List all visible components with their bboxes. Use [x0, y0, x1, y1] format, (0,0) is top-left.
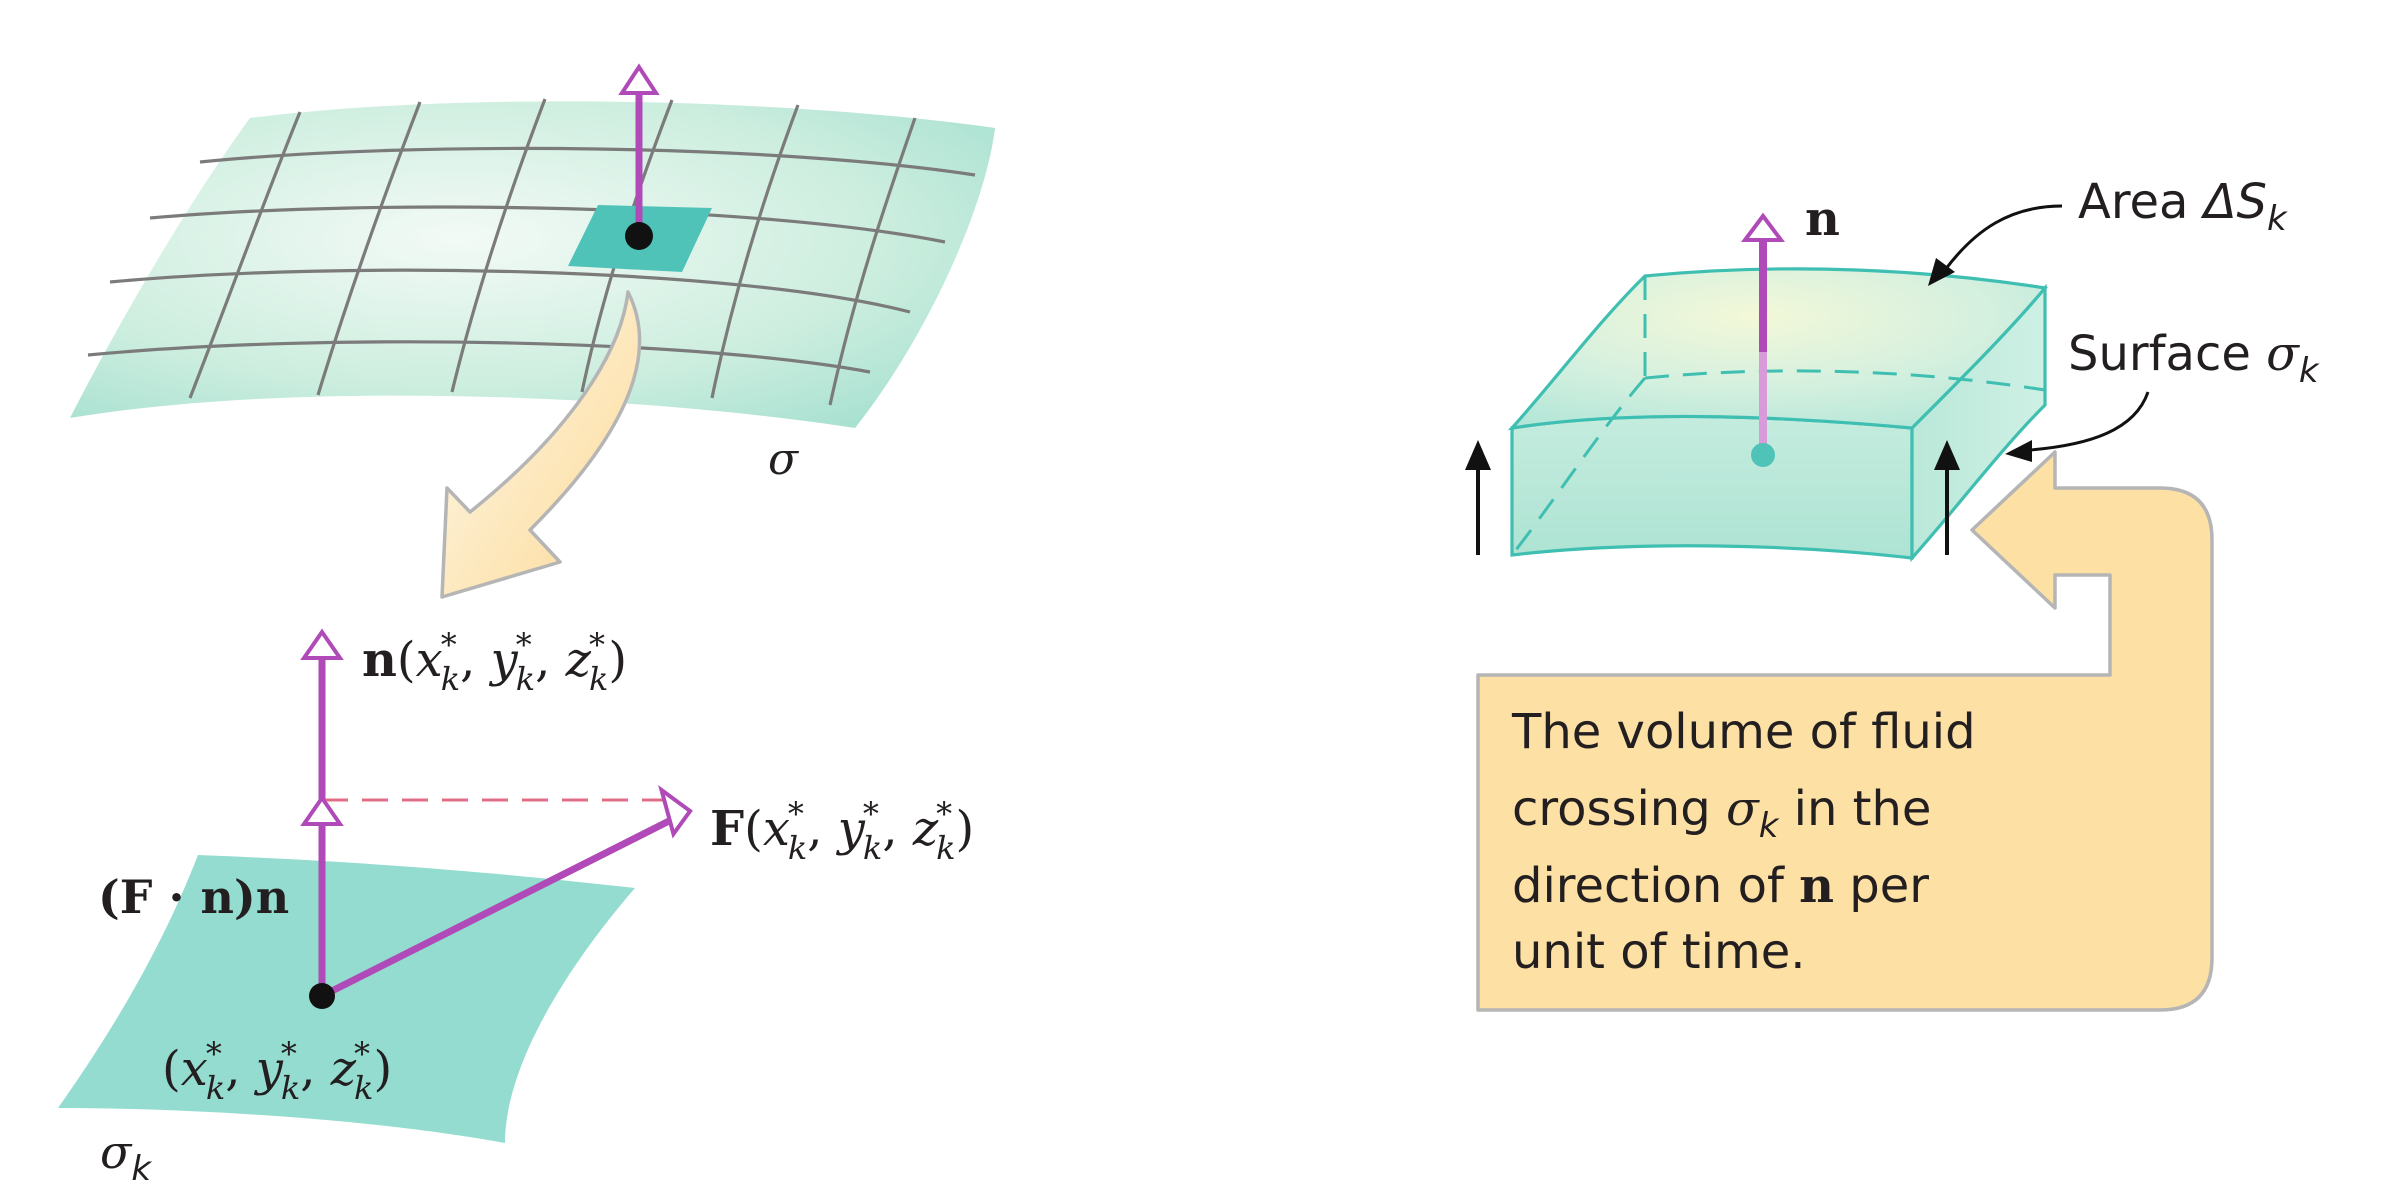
surface-point — [625, 222, 653, 250]
sample-point — [309, 983, 335, 1009]
surface-label: σ — [768, 434, 800, 485]
box-normal-arrowhead-icon — [1741, 212, 1785, 242]
volume-element-front — [1510, 414, 1914, 560]
surface-pointer — [2029, 391, 2150, 452]
normal-label: n(x* k, y* k, z* k) — [362, 626, 627, 698]
normal-vector-arrowhead-icon — [300, 628, 344, 660]
volume-element-top — [1507, 267, 2049, 431]
callout-text: The volume of fluid crossing σk in the d… — [1511, 704, 1976, 980]
force-vector-shaft — [320, 814, 677, 1000]
callout-line-1: The volume of fluid — [1511, 704, 1976, 760]
surface-sigma — [70, 101, 995, 429]
box-center-point — [1751, 443, 1775, 467]
area-pointer-arrowhead-icon — [1928, 258, 1955, 286]
force-vector-arrowhead-icon — [658, 784, 693, 839]
surface-normal-arrowhead-icon — [618, 63, 660, 95]
projection-arrowhead-icon — [300, 794, 344, 826]
callout-line-4: unit of time. — [1512, 924, 1805, 980]
box-normal-label: n — [1805, 191, 1840, 247]
surface-pointer-arrowhead-icon — [2005, 440, 2032, 462]
point-label: (x* k, y* k, z* k) — [162, 1035, 392, 1107]
force-label: F(x* k, y* k, z* k) — [710, 795, 974, 867]
curved-arrow-icon — [440, 290, 642, 599]
flow-arrow-right-icon — [1934, 440, 1960, 555]
area-label: Area ΔSk — [2078, 174, 2288, 239]
area-pointer — [1943, 204, 2063, 271]
surface-k-label: Surface σk — [2068, 326, 2320, 391]
patch-label: σk — [100, 1125, 152, 1189]
surface-grid — [87, 98, 976, 406]
flow-arrow-left-icon — [1465, 440, 1491, 555]
callout-line-3: direction of n per — [1512, 858, 1929, 914]
hidden-edges — [1510, 276, 2046, 556]
right-panel: n Area ΔSk Surface σk The volume of flui… — [1465, 174, 2320, 1012]
patch-sigma-k — [58, 855, 635, 1143]
left-panel: σ n(x* k, y* k, z* k) F(x* k, y* k, z* k) (F ·… — [58, 63, 995, 1189]
callout-line-2: crossing σk in the — [1512, 781, 1931, 846]
projection-label: (F · n)n — [98, 870, 289, 924]
callout-box — [1476, 450, 2214, 1012]
